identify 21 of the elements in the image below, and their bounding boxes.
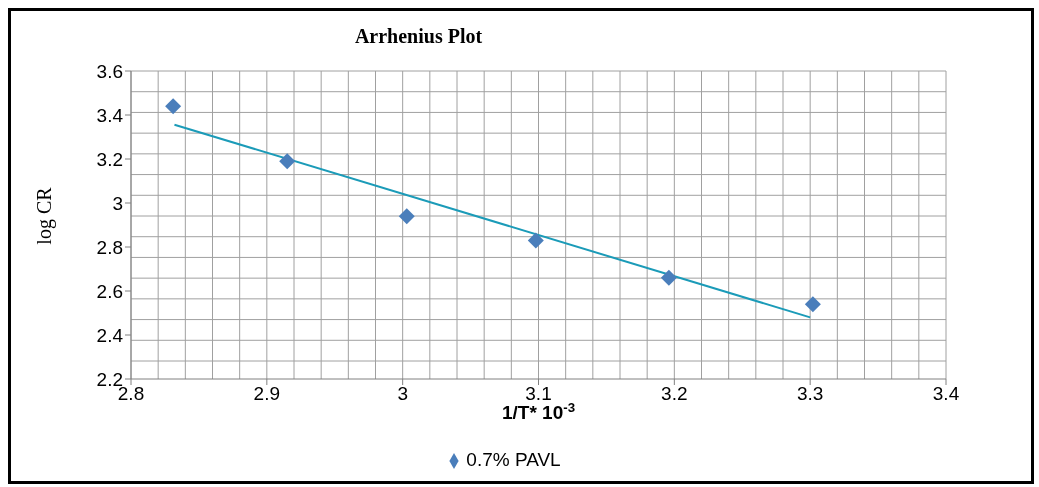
y-tick-label: 2.8 [96,236,123,258]
y-tick-label: 2.4 [96,324,124,346]
x-tick-label: 2.9 [253,383,281,405]
y-tick-label: 3.2 [96,148,123,170]
point [527,232,544,249]
y-tick-label: 3 [112,192,123,214]
point [660,269,677,286]
x-tick-label: 3.3 [796,383,824,405]
point [398,208,415,225]
y-tick-label: 3.4 [96,104,124,126]
x-tick-label: 3.4 [932,383,960,405]
point [165,98,182,115]
point [804,296,821,313]
y-tick-label: 2.6 [96,280,123,302]
x-tick-label: 3 [397,383,408,405]
y-tick-label: 3.6 [96,60,123,82]
x-tick-label: 3.2 [661,383,688,405]
point [279,153,296,170]
chart-title: Arrhenius Plot [354,25,483,47]
legend-label: 0.7% PAVL [466,449,561,470]
y-axis-title: log CR [33,186,56,245]
